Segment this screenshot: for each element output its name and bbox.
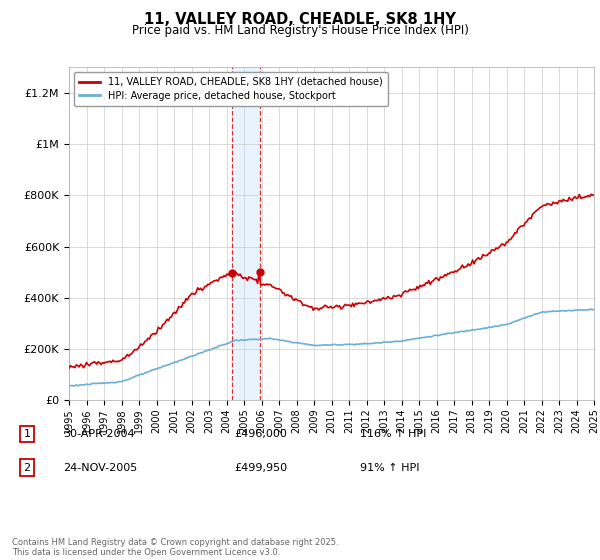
Bar: [232, 67, 260, 400]
Text: Contains HM Land Registry data © Crown copyright and database right 2025.
This d: Contains HM Land Registry data © Crown c…: [12, 538, 338, 557]
Text: £499,950: £499,950: [234, 463, 287, 473]
Text: 30-APR-2004: 30-APR-2004: [63, 429, 134, 439]
Text: 91% ↑ HPI: 91% ↑ HPI: [360, 463, 419, 473]
Text: 2: 2: [257, 88, 263, 98]
Text: 1: 1: [23, 429, 31, 439]
Text: Price paid vs. HM Land Registry's House Price Index (HPI): Price paid vs. HM Land Registry's House …: [131, 24, 469, 36]
Text: 11, VALLEY ROAD, CHEADLE, SK8 1HY: 11, VALLEY ROAD, CHEADLE, SK8 1HY: [144, 12, 456, 27]
Text: 24-NOV-2005: 24-NOV-2005: [63, 463, 137, 473]
Legend: 11, VALLEY ROAD, CHEADLE, SK8 1HY (detached house), HPI: Average price, detached: 11, VALLEY ROAD, CHEADLE, SK8 1HY (detac…: [74, 72, 388, 106]
Text: 2: 2: [23, 463, 31, 473]
Text: 116% ↑ HPI: 116% ↑ HPI: [360, 429, 427, 439]
Text: £496,000: £496,000: [234, 429, 287, 439]
Text: 1: 1: [229, 88, 235, 98]
